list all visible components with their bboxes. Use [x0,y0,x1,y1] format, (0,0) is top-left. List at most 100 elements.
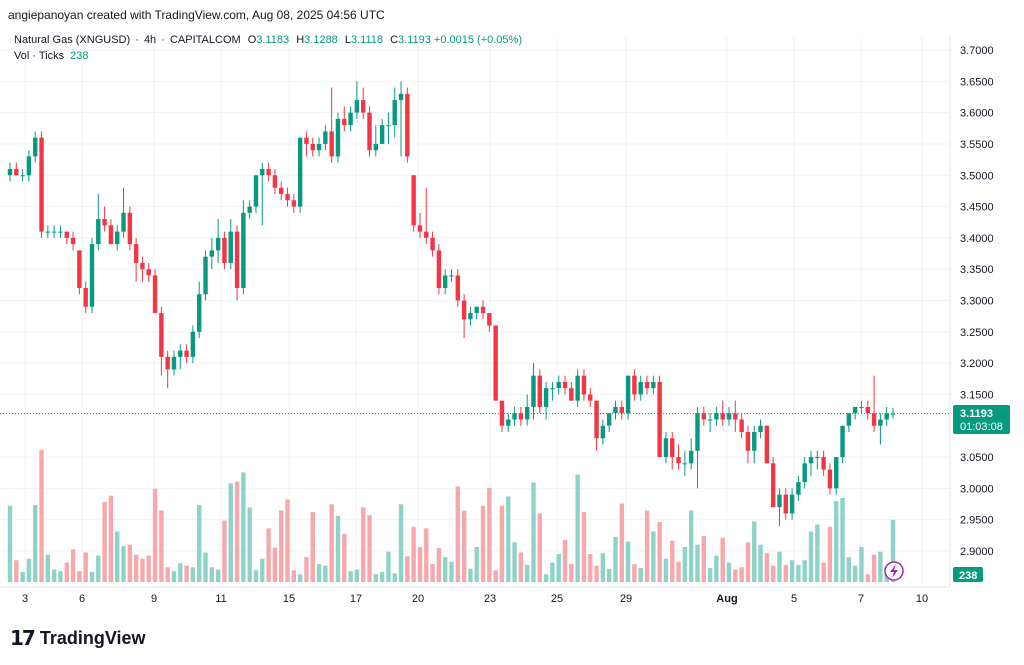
volume-bar [51,569,57,582]
y-tick-label: 3.7000 [960,45,994,57]
volume-bar [556,554,561,582]
low-value: 3.1118 [351,34,384,46]
separator-dot: · [161,34,165,46]
candle-body [524,406,530,420]
candle-body [531,375,536,407]
header-credit: angiepanoyan created with TradingView.co… [8,8,385,22]
candle-body [802,463,807,483]
price-chart[interactable]: 3.7000 3.6500 3.6000 3.5500 3.5000 3.4500 3.40… [0,0,1024,610]
candle-body [468,313,473,320]
tradingview-logo[interactable]: 17 TradingView [10,626,146,650]
candle-body [594,400,599,439]
volume-bar [663,558,669,582]
volume-bar [411,526,416,582]
volume-bar [783,564,788,582]
candle-body [625,375,631,414]
volume-bar [651,531,656,582]
candle-body [512,413,517,420]
volume-bar [581,512,587,582]
volume-bar [600,553,606,582]
candle-body [379,125,385,144]
price-axis[interactable]: 3.7000 3.6500 3.6000 3.5500 3.5000 3.4500 3.40… [960,45,994,558]
volume-bar [815,524,820,582]
candle-body [682,463,688,465]
countdown-value: 01:03:08 [960,421,1003,433]
volume-bar [682,547,688,582]
x-tick-label: 17 [350,593,362,605]
candle-body [846,413,852,426]
symbol-name[interactable]: Natural Gas (XNGUSD) [14,34,131,46]
candle-body [638,381,643,395]
candlesticks [7,81,896,526]
candle-body [367,112,372,151]
volume-bar [379,571,385,582]
candle-body [827,469,833,489]
candle-body [789,494,795,514]
volume-bar [758,544,763,582]
candle-body [436,250,442,288]
close-label: C [390,34,399,46]
candle-body [808,457,814,464]
volume-bar [234,481,240,582]
volume-bar [96,555,101,582]
y-tick-label: 3.3000 [960,296,994,308]
volume-bar [316,564,322,582]
candle-body [859,406,864,408]
candle-body [304,137,309,144]
volume-bar [644,510,650,582]
candle-body [77,250,82,288]
y-tick-label: 2.9000 [960,546,994,558]
candle-body [417,225,423,232]
candle-body [39,137,44,232]
change-value: +0.0015 (+0.05%) [433,34,522,46]
volume-bar [58,571,63,582]
volume-bar [890,519,896,582]
volume-value: 238 [70,50,89,62]
candle-body [102,219,107,226]
candle-body [159,313,164,357]
volume-bar [354,569,360,582]
candle-body [556,381,561,389]
volume-bar [83,552,88,582]
time-axis[interactable]: 3 6 9 11 15 17 20 23 25 29 Aug 5 7 10 [22,593,928,605]
tradingview-logo-icon: 17 [10,626,36,650]
interval[interactable]: 4h [143,34,157,46]
volume-bar [802,560,807,582]
candle-body [714,413,719,420]
volume-bar [405,556,410,582]
grid [0,36,950,587]
volume-bar [468,568,473,582]
x-tick-label: 5 [791,593,797,605]
volume-bar [707,568,713,582]
lightning-icon[interactable] [884,561,904,581]
volume-bar [247,507,252,582]
x-tick-label: 6 [79,593,85,605]
candle-body [777,494,782,508]
candle-body [33,137,38,157]
volume-bar [424,528,429,582]
volume-badge: 238 [953,567,983,582]
volume-bar [197,505,202,582]
candle-body [752,432,757,451]
volume-bar [859,547,864,582]
candle-body [562,381,568,389]
volume-label[interactable]: Vol · Ticks [14,50,65,62]
volume-bar [171,571,177,582]
x-tick-label: 25 [551,593,563,605]
volume-bar [152,488,158,582]
volume-bar [821,562,826,582]
y-tick-label: 3.5500 [960,139,994,151]
volume-bar [550,562,555,582]
volume-bar [619,503,625,582]
volume-bar [474,547,479,582]
volume-bar [7,505,13,582]
candle-body [644,381,650,389]
candle-body [222,237,227,263]
volume-bar [442,557,448,582]
volume-bar [304,557,309,582]
candle-body [739,419,744,433]
volume-badge-value: 238 [959,570,977,582]
candle-body [140,262,145,270]
candle-body [405,93,410,157]
volume-bar [524,564,530,582]
